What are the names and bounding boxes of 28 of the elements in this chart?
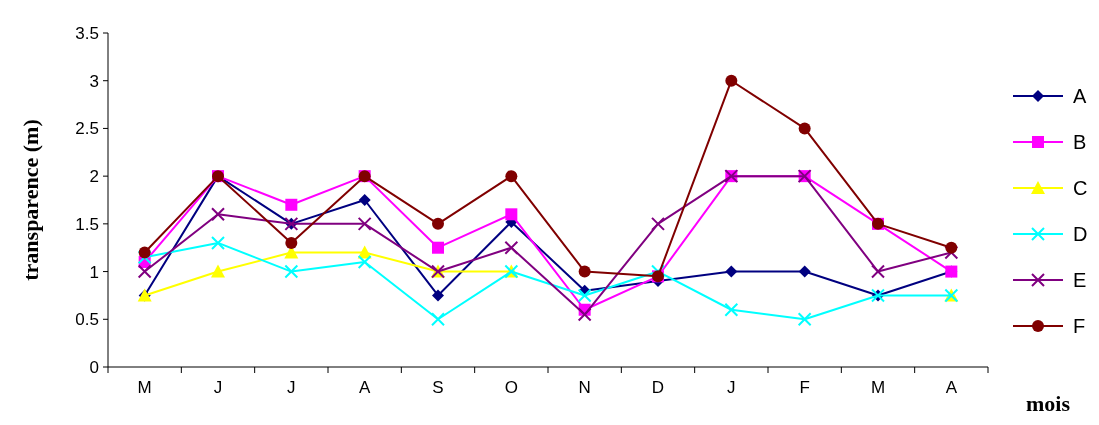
x-tick-label: J [213,378,223,397]
x-axis-title: mois [1026,391,1071,416]
y-tick-label: 3 [89,71,99,91]
x-tick-label: J [287,378,296,397]
y-tick-label: 0 [89,357,99,377]
x-tick-label: O [504,378,518,397]
y-tick-label: 0.5 [75,310,99,330]
legend-label: E [1073,269,1087,291]
y-tick-label: 3.5 [75,23,99,43]
x-tick-label: D [651,378,665,397]
y-axis-title: transparence (m) [18,119,43,281]
y-tick-label: 2 [89,167,99,187]
legend-label: B [1073,131,1087,153]
x-tick-label: A [945,378,958,397]
x-tick-label: N [578,378,591,397]
x-tick-label: A [358,378,371,397]
legend-label: F [1073,315,1086,337]
legend-label: A [1073,85,1087,107]
x-tick-label: S [432,378,444,397]
y-tick-label: 1 [89,262,99,282]
x-tick-label: M [137,378,152,397]
x-tick-label: J [727,378,736,397]
y-tick-label: 1.5 [75,214,99,234]
x-tick-label: M [870,378,886,397]
legend-label: C [1073,177,1088,199]
y-tick-label: 2.5 [75,119,99,139]
legend-label: D [1073,223,1088,245]
x-tick-label: F [799,378,810,397]
